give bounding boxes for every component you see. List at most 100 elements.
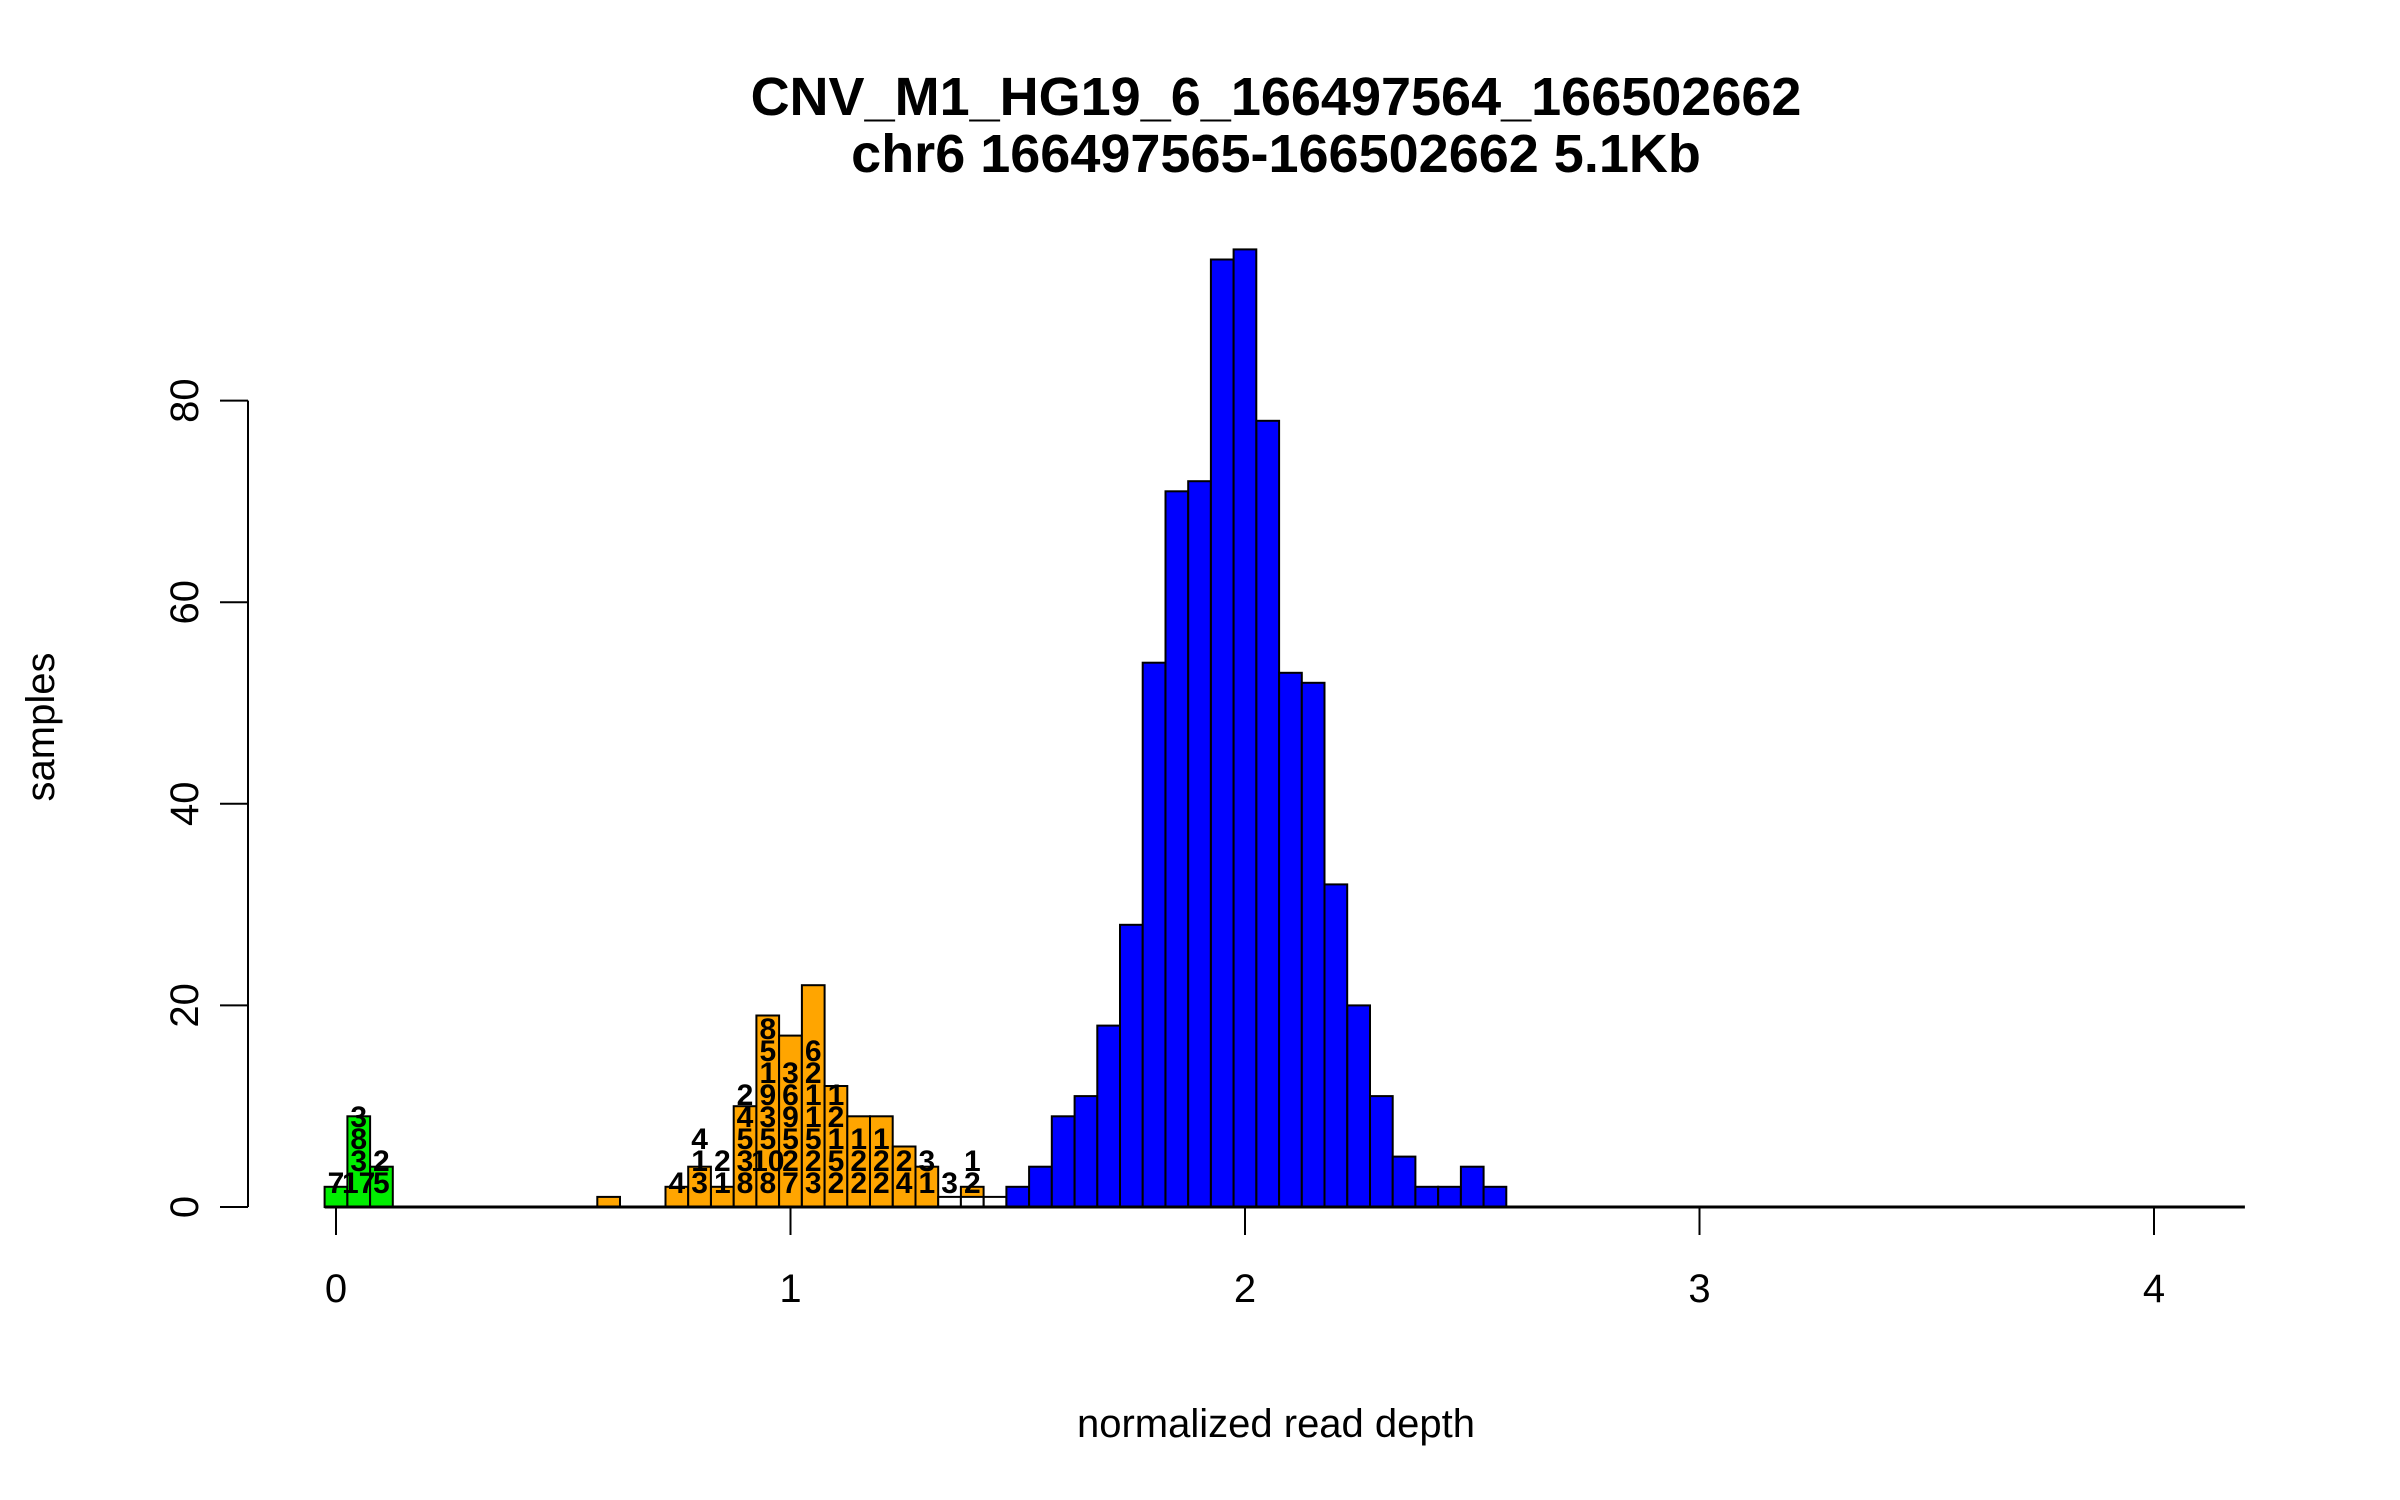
bar-count-label: 3	[691, 1167, 708, 1200]
bar-count-label: 1	[828, 1123, 845, 1156]
histogram-bar	[1028, 1165, 1053, 1208]
bar-count-label: 1	[714, 1167, 731, 1200]
histogram-bar	[1119, 923, 1144, 1208]
bar-count-label: 2	[873, 1145, 890, 1178]
histogram-bar	[1369, 1095, 1394, 1208]
bar-count-label: 5	[828, 1145, 845, 1178]
bar-count-label: 5	[737, 1123, 754, 1156]
x-axis-label: normalized read depth	[1077, 1402, 1475, 1446]
histogram-bar	[1255, 419, 1281, 1208]
bar-count-label: 6	[805, 1035, 822, 1068]
histogram-bar	[1437, 1185, 1462, 1209]
bar-count-label: 5	[373, 1167, 390, 1200]
bar-count-label: 2	[896, 1145, 913, 1178]
bar-count-label: 2	[714, 1145, 731, 1178]
bar-count-label: 8	[759, 1013, 776, 1046]
histogram-bar	[596, 1195, 621, 1209]
y-tick-label: 40	[163, 782, 207, 827]
x-tick-label: 0	[325, 1267, 347, 1311]
bar-count-label: 7	[328, 1167, 345, 1200]
bar-count-label: 10	[751, 1145, 784, 1178]
bar-count-label: 2	[782, 1145, 799, 1178]
bar-count-label: 1	[691, 1145, 708, 1178]
bar-count-label: 1	[850, 1123, 867, 1156]
bar-count-label: 2	[737, 1079, 754, 1112]
histogram-bar	[1323, 883, 1349, 1209]
bar-count-label: 9	[759, 1079, 776, 1112]
histogram-bar	[1187, 480, 1212, 1208]
bar-count-label: 2	[805, 1145, 822, 1178]
bar-count-label: 1	[873, 1123, 890, 1156]
histogram-bar	[1278, 671, 1303, 1208]
y-axis-label: samples	[19, 653, 63, 802]
histogram-bar	[1005, 1185, 1031, 1209]
bar-count-label: 7	[782, 1167, 799, 1200]
bar-count-label: 4	[669, 1167, 686, 1200]
histogram-bar	[1209, 258, 1235, 1208]
histogram-bar	[1050, 1115, 1076, 1209]
bar-count-label: 2	[964, 1167, 981, 1200]
bar-count-label: 1	[828, 1079, 845, 1112]
bar-count-label: 1	[964, 1145, 981, 1178]
bar-count-label: 1	[759, 1057, 776, 1090]
bar-count-label: 2	[850, 1167, 867, 1200]
bar-count-label: 1	[805, 1079, 822, 1112]
histogram-bar	[1459, 1165, 1485, 1208]
bar-count-label: 5	[759, 1035, 776, 1068]
bar-count-label: 2	[828, 1167, 845, 1200]
bar-count-label: 8	[759, 1167, 776, 1200]
chart-subtitle: chr6 166497565-166502662 5.1Kb	[851, 124, 1701, 184]
x-tick-label: 1	[779, 1267, 801, 1311]
bar-count-label: 5	[759, 1123, 776, 1156]
bar-count-label: 2	[828, 1101, 845, 1134]
bar-count-label: 17	[342, 1167, 375, 1200]
bar-count-label: 4	[737, 1101, 754, 1134]
bars-layer	[323, 248, 1508, 1209]
histogram-bar	[1391, 1155, 1417, 1208]
bar-count-label: 2	[373, 1145, 390, 1178]
bar-count-label: 2	[873, 1167, 890, 1200]
bar-count-label: 3	[350, 1145, 367, 1178]
bar-count-label: 3	[737, 1145, 754, 1178]
bar-count-label: 4	[896, 1167, 913, 1200]
chart-title: CNV_M1_HG19_6_166497564_166502662	[751, 67, 1802, 127]
bar-count-label: 5	[782, 1123, 799, 1156]
bar-count-label: 1	[805, 1101, 822, 1134]
y-tick-label: 0	[163, 1196, 207, 1218]
histogram-bar	[1141, 661, 1167, 1208]
histogram-bar	[1164, 490, 1190, 1208]
bar-count-label: 1	[918, 1167, 935, 1200]
histogram-bar	[1300, 681, 1326, 1208]
y-tick-label: 80	[163, 378, 207, 423]
histogram-bar	[1346, 1004, 1372, 1209]
bar-count-label: 2	[850, 1145, 867, 1178]
histogram-bar	[1096, 1024, 1122, 1208]
y-tick-label: 20	[163, 983, 207, 1028]
histogram-bar	[1482, 1185, 1508, 1209]
bar-count-label: 3	[941, 1167, 958, 1200]
x-tick-label: 4	[2143, 1267, 2165, 1311]
bar-count-label: 3	[759, 1101, 776, 1134]
bar-count-label: 9	[782, 1101, 799, 1134]
bar-count-label: 5	[805, 1123, 822, 1156]
bar-count-label: 8	[350, 1123, 367, 1156]
y-tick-label: 60	[163, 580, 207, 625]
histogram-bar	[1232, 248, 1258, 1208]
x-tick-label: 3	[1688, 1267, 1710, 1311]
histogram-bar	[1073, 1095, 1099, 1208]
histogram-bar	[1414, 1185, 1440, 1209]
bar-count-label: 8	[737, 1167, 754, 1200]
bar-count-label: 3	[350, 1101, 367, 1134]
bar-count-label: 3	[782, 1057, 799, 1090]
bar-count-label: 2	[805, 1057, 822, 1090]
bar-count-label: 3	[805, 1167, 822, 1200]
bar-count-label: 6	[782, 1079, 799, 1112]
bar-count-label: 4	[691, 1123, 708, 1156]
bar-count-label: 3	[918, 1145, 935, 1178]
histogram-bar	[982, 1195, 1008, 1209]
x-tick-label: 2	[1234, 1267, 1256, 1311]
